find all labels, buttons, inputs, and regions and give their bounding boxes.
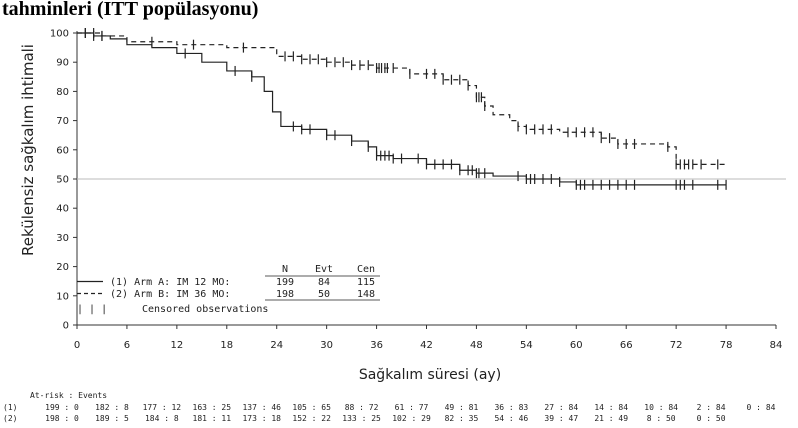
axes: 0 10 20 30 40 50 60 70 80 90 100 0 6 12 18 24 30 36 42 48 54… [50, 29, 782, 352]
x-tick-label: 6 [124, 340, 130, 351]
legend-cen-value: 148 [357, 289, 375, 300]
at-risk-cell: 189 : 5 [95, 414, 129, 423]
x-tick-label: 18 [220, 340, 233, 351]
at-risk-cell: 21 : 49 [594, 414, 628, 423]
y-tick-label: 0 [63, 321, 69, 332]
legend-header-evt: Evt [315, 264, 333, 275]
legend-series-label: (2) Arm B: IM 36 MO: [110, 289, 230, 300]
x-tick-label: 0 [74, 340, 80, 351]
at-risk-cell: 88 : 72 [345, 403, 379, 412]
y-tick-label: 100 [50, 29, 69, 40]
at-risk-cell: 2 : 84 [697, 403, 726, 412]
at-risk-cell: 27 : 84 [544, 403, 578, 412]
at-risk-cell: 177 : 12 [143, 403, 182, 412]
x-tick-label: 42 [420, 340, 433, 351]
y-tick-label: 30 [56, 233, 69, 244]
at-risk-cell: 137 : 46 [242, 403, 281, 412]
x-tick-label: 54 [520, 340, 533, 351]
y-tick-label: 20 [56, 262, 69, 273]
censor-marks [84, 28, 727, 190]
legend-header-cen: Cen [357, 264, 375, 275]
x-tick-label: 30 [320, 340, 333, 351]
x-tick-label: 66 [620, 340, 633, 351]
at-risk-cell: 8 : 50 [647, 414, 676, 423]
y-tick-label: 70 [56, 116, 69, 127]
legend-censor-symbol: | | | [77, 304, 107, 315]
series-line-2 [77, 32, 727, 165]
at-risk-cell: 181 : 11 [193, 414, 232, 423]
y-axis-label: Rekülensiz sağkalım ihtimali [19, 44, 37, 256]
at-risk-cell: 61 : 77 [395, 403, 429, 412]
at-risk-cell: 49 : 81 [445, 403, 479, 412]
at-risk-cell: 133 : 25 [342, 414, 381, 423]
legend-evt-value: 84 [318, 277, 330, 288]
at-risk-cell: 82 : 35 [445, 414, 479, 423]
legend-evt-value: 50 [318, 289, 330, 300]
x-tick-label: 60 [570, 340, 583, 351]
legend-censor-label: Censored observations [142, 304, 268, 315]
at-risk-table: At-risk : Events (1) 199 : 0 182 : 8 177 : 1… [3, 391, 776, 423]
at-risk-row-label: (1) [3, 403, 17, 412]
at-risk-cell: 14 : 84 [594, 403, 628, 412]
at-risk-cell: 182 : 8 [95, 403, 129, 412]
legend-header-n: N [282, 264, 288, 275]
y-tick-label: 50 [56, 175, 69, 186]
at-risk-cell: 10 : 84 [644, 403, 678, 412]
legend-cen-value: 115 [357, 277, 375, 288]
y-tick-label: 10 [56, 291, 69, 302]
at-risk-cell: 102 : 29 [392, 414, 431, 423]
x-tick-label: 48 [470, 340, 483, 351]
at-risk-cell: 152 : 22 [292, 414, 331, 423]
x-tick-label: 36 [370, 340, 383, 351]
at-risk-cell: 36 : 83 [494, 403, 528, 412]
at-risk-cell: 0 : 84 [747, 403, 776, 412]
y-tick-label: 40 [56, 204, 69, 215]
at-risk-cell: 54 : 46 [494, 414, 528, 423]
x-tick-label: 24 [270, 340, 283, 351]
legend: N Evt Cen (1) Arm A: IM 12 MO: 199 84 115 (2) A… [77, 264, 380, 315]
y-tick-label: 60 [56, 145, 69, 156]
at-risk-cell: 184 : 8 [145, 414, 179, 423]
at-risk-cell: 199 : 0 [45, 403, 79, 412]
at-risk-cell: 105 : 65 [292, 403, 331, 412]
x-tick-label: 72 [670, 340, 683, 351]
at-risk-cell: 198 : 0 [45, 414, 79, 423]
series-line-1 [77, 32, 727, 186]
at-risk-cell: 173 : 18 [242, 414, 281, 423]
legend-n-value: 198 [276, 289, 294, 300]
x-tick-label: 84 [770, 340, 783, 351]
y-tick-label: 90 [56, 58, 69, 69]
x-axis-label: Sağkalım süresi (ay) [359, 367, 501, 383]
legend-series-label: (1) Arm A: IM 12 MO: [110, 277, 230, 288]
x-tick-label: 78 [720, 340, 733, 351]
at-risk-header: At-risk : Events [30, 391, 107, 400]
x-tick-label: 12 [170, 340, 183, 351]
at-risk-cell: 39 : 47 [544, 414, 578, 423]
at-risk-row-label: (2) [3, 414, 17, 423]
chart-title: tahminleri (ITT popülasyonu) [2, 0, 259, 20]
y-tick-label: 80 [56, 87, 69, 98]
at-risk-cell: 163 : 25 [193, 403, 232, 412]
legend-n-value: 199 [276, 277, 294, 288]
at-risk-cell: 0 : 50 [697, 414, 726, 423]
